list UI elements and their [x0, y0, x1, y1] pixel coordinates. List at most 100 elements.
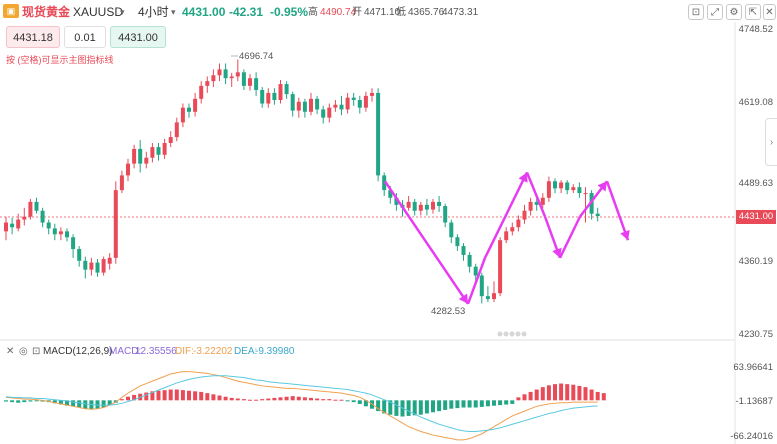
candle-body: [431, 201, 435, 210]
candle-body: [58, 231, 63, 235]
macd-histogram-bar: [10, 400, 15, 403]
symbol-dropdown-icon[interactable]: ▾: [120, 7, 125, 17]
forecast-arrowhead: [458, 293, 468, 304]
dif-line: [5, 371, 598, 441]
low-value: 4365.76: [408, 7, 445, 18]
candle-body: [65, 231, 69, 238]
macd-axis-label: 63.96641: [733, 362, 773, 373]
dif-value: -3.22202: [193, 346, 233, 357]
macd-histogram-bar: [321, 399, 326, 401]
chevron-right-icon[interactable]: ›: [765, 118, 777, 166]
candle-body: [571, 187, 576, 191]
candle-body: [321, 109, 326, 118]
forecast-arrowhead: [552, 247, 562, 258]
symbol-name[interactable]: 现货黄金: [22, 5, 71, 19]
macd-histogram-bar: [327, 399, 332, 401]
candle-body: [89, 262, 94, 270]
candle-body: [485, 296, 490, 300]
price-axis-label: 4230.75: [738, 329, 773, 340]
close-icon[interactable]: ✕: [763, 4, 776, 20]
candle-body: [595, 213, 600, 217]
candle-body: [4, 222, 8, 232]
macd-histogram-bar: [357, 400, 362, 404]
macd-histogram-bar: [40, 400, 45, 402]
candle-body: [162, 142, 167, 155]
macd-histogram-bar: [193, 391, 198, 401]
candle-body: [138, 148, 143, 164]
forecast-segment: [543, 216, 562, 259]
macd-histogram-bar: [510, 400, 515, 404]
candle-body: [248, 78, 252, 86]
macd-histogram-bar: [339, 399, 344, 401]
candle-body: [187, 107, 191, 112]
candle-body: [589, 193, 594, 214]
candle-body: [266, 92, 271, 104]
candle-body: [516, 219, 521, 228]
macd-histogram-bar: [492, 400, 496, 406]
macd-histogram-bar: [296, 396, 301, 401]
macd-histogram-bar: [577, 385, 582, 401]
candle-body: [455, 237, 460, 247]
open-label: 开: [352, 7, 362, 18]
macd-histogram-bar: [34, 400, 39, 402]
macd-histogram-bar: [71, 400, 76, 407]
timeframe-selector[interactable]: 4小时: [138, 5, 169, 19]
quantity-input[interactable]: 0.01: [64, 26, 106, 48]
symbol-code[interactable]: XAUUSD: [73, 5, 124, 19]
high-value: 4490.74: [320, 7, 357, 18]
macd-histogram-bar: [540, 387, 545, 401]
timeframe-dropdown-icon[interactable]: ▾: [171, 7, 176, 17]
candle-body: [437, 201, 442, 207]
macd-histogram-bar: [266, 398, 271, 401]
candle-body: [333, 104, 338, 108]
expand-icon[interactable]: ⊡: [688, 4, 704, 20]
candle-body: [559, 182, 564, 189]
candle-body: [22, 216, 27, 220]
macd-histogram-bar: [119, 399, 124, 401]
high-label: 高: [308, 7, 318, 18]
buy-price-box[interactable]: 4431.00: [110, 26, 166, 48]
price-axis-label: 4489.63: [738, 178, 773, 189]
candle-body: [577, 187, 582, 194]
fullscreen-icon[interactable]: ⇱: [745, 4, 761, 20]
candle-body: [309, 98, 313, 112]
candle-body: [40, 210, 45, 223]
macd-histogram-bar: [199, 391, 204, 401]
candle-body: [113, 190, 118, 258]
forecast-segment: [483, 171, 529, 259]
candle-body: [278, 84, 283, 100]
current-price: 4431.00: [182, 5, 226, 19]
macd-indicator-name[interactable]: MACD(12,26,9): [43, 346, 113, 357]
macd-histogram-bar: [370, 400, 374, 409]
candle-body: [101, 259, 106, 273]
candle-body: [327, 107, 332, 118]
macd-histogram-bar: [461, 400, 466, 408]
price-change-pct: -0.95%: [270, 5, 309, 19]
collapse-icon[interactable]: ✕: [6, 346, 15, 357]
candle-body: [424, 204, 429, 210]
candle-body: [150, 147, 155, 158]
sell-price-box[interactable]: 4431.18: [6, 26, 60, 48]
macd-histogram-bar: [241, 399, 246, 401]
macd-histogram-bar: [388, 400, 393, 415]
candle-body: [510, 227, 515, 232]
settings-icon[interactable]: ⚙: [726, 4, 742, 20]
macd-checkbox-icon[interactable]: ⊡: [32, 346, 41, 357]
macd-histogram-bar: [309, 397, 313, 401]
price-axis-label: 4748.52: [738, 24, 773, 35]
high-marker-label: 4696.74: [239, 51, 273, 62]
macd-histogram-bar: [278, 397, 283, 401]
macd-histogram-bar: [95, 400, 100, 409]
eye-icon[interactable]: ◎: [19, 346, 28, 357]
candle-body: [345, 97, 350, 110]
candle-body: [168, 137, 173, 143]
macd-histogram-bar: [132, 394, 137, 401]
candle-body: [241, 72, 246, 86]
macd-histogram-bar: [58, 400, 63, 405]
macd-histogram-bar: [302, 397, 307, 401]
macd-histogram-bar: [52, 400, 57, 404]
chart-type-icon[interactable]: ⤢: [707, 4, 723, 20]
candle-body: [83, 260, 88, 270]
macd-histogram-bar: [77, 400, 82, 408]
